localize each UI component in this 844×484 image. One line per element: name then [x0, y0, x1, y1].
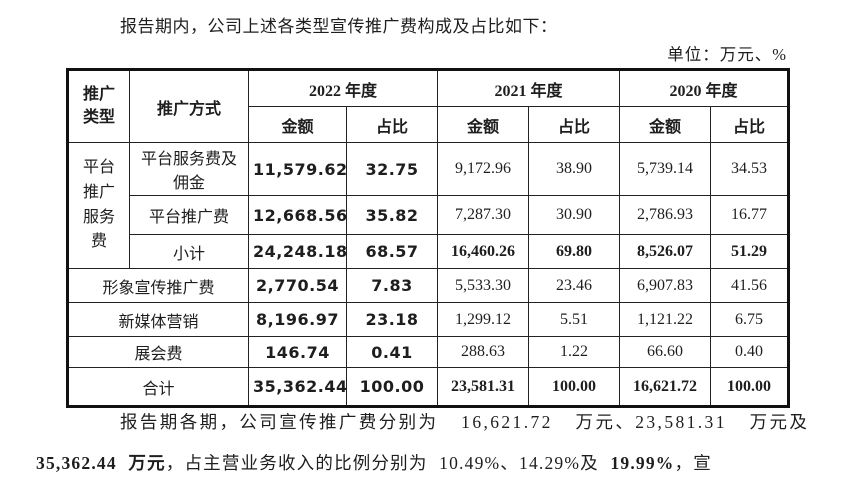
ratio-2022-cell: 68.57 [345, 234, 439, 269]
amount-2020-cell: 66.60 [619, 336, 712, 368]
method-cell: 形象宣传推广费 [67, 268, 249, 303]
header-promo-type: 推广类型 [67, 69, 130, 143]
table-row-total: 合计 35,362.44 100.00 23,581.31 100.00 16,… [67, 367, 790, 407]
method-cell: 合计 [67, 367, 249, 407]
ratio-2022-cell: 0.41 [345, 336, 439, 368]
expense-table: 推广类型 推广方式 2022 年度 2021 年度 2020 年度 金额 占比 … [66, 68, 791, 408]
table-container: 推广类型 推广方式 2022 年度 2021 年度 2020 年度 金额 占比 … [66, 68, 791, 408]
ratio-2020-cell: 6.75 [710, 302, 790, 337]
footer-mid-text: ，占主营业务收入的比例分别为 10.49%、14.29%及 [165, 453, 611, 473]
header-year-2022: 2022 年度 [247, 69, 439, 107]
method-cell: 展会费 [67, 336, 249, 368]
ratio-2020-cell: 51.29 [710, 234, 790, 269]
amount-2020-cell: 5,739.14 [619, 142, 712, 196]
ratio-2022-cell: 7.83 [345, 268, 439, 303]
header-amount-2020: 金额 [619, 106, 712, 143]
ratio-2021-cell: 38.90 [528, 142, 621, 196]
table-row-image-promo-fee: 形象宣传推广费 2,770.54 7.83 5,533.30 23.46 6,9… [67, 268, 790, 303]
amount-2022-cell: 2,770.54 [248, 268, 347, 303]
amount-2021-cell: 9,172.96 [437, 142, 530, 196]
intro-paragraph: 报告期内，公司上述各类型宣传推广费构成及占比如下： [120, 17, 558, 36]
ratio-2021-cell: 1.22 [528, 336, 621, 368]
header-year-2020: 2020 年度 [619, 69, 790, 107]
promo-type-group-cell: 平台推广服务费 [67, 142, 130, 269]
ratio-2022-cell: 32.75 [345, 142, 439, 196]
amount-2022-cell: 12,668.56 [248, 195, 347, 235]
amount-2021-cell: 1,299.12 [437, 302, 530, 337]
method-cell: 平台服务费及佣金 [129, 142, 249, 196]
ratio-2021-cell: 30.90 [528, 195, 621, 235]
ratio-2021-cell: 100.00 [528, 367, 621, 407]
amount-2021-cell: 16,460.26 [437, 234, 530, 269]
amount-2020-cell: 8,526.07 [619, 234, 712, 269]
ratio-2020-cell: 100.00 [710, 367, 790, 407]
footer-line-2: 35,362.44 万元，占主营业务收入的比例分别为 10.49%、14.29%… [36, 443, 814, 484]
header-ratio-2020: 占比 [710, 106, 790, 143]
ratio-2022-cell: 35.82 [345, 195, 439, 235]
amount-2020-cell: 6,907.83 [619, 268, 712, 303]
table-row-exhibition-fee: 展会费 146.74 0.41 288.63 1.22 66.60 0.40 [67, 336, 790, 368]
header-year-2021: 2021 年度 [437, 69, 621, 107]
ratio-2021-cell: 5.51 [528, 302, 621, 337]
amount-2022-cell: 8,196.97 [248, 302, 347, 337]
unit-label: 单位：万元、% [667, 45, 787, 64]
amount-2022-cell: 11,579.62 [248, 142, 347, 196]
amount-2021-cell: 23,581.31 [437, 367, 530, 407]
amount-2020-cell: 16,621.72 [619, 367, 712, 407]
amount-2021-cell: 288.63 [437, 336, 530, 368]
header-amount-2022: 金额 [248, 106, 347, 143]
amount-2021-cell: 7,287.30 [437, 195, 530, 235]
ratio-2020-cell: 34.53 [710, 142, 790, 196]
method-cell: 平台推广费 [129, 195, 249, 235]
footer-line-1: 报告期各期，公司宣传推广费分别为 16,621.72 万元、23,581.31 … [120, 412, 810, 432]
ratio-2021-cell: 69.80 [528, 234, 621, 269]
header-amount-2021: 金额 [437, 106, 530, 143]
amount-2022-cell: 24,248.18 [248, 234, 347, 269]
header-promo-method: 推广方式 [129, 69, 249, 143]
footer-paragraph: 报告期各期，公司宣传推广费分别为 16,621.72 万元、23,581.31 … [36, 402, 814, 484]
footer-end-text: ，宣 [674, 453, 712, 473]
ratio-2020-cell: 16.77 [710, 195, 790, 235]
ratio-2020-cell: 0.40 [710, 336, 790, 368]
table-row-platform-promo-fee: 平台推广费 12,668.56 35.82 7,287.30 30.90 2,7… [68, 195, 790, 235]
header-row-years: 推广类型 推广方式 2022 年度 2021 年度 2020 年度 [67, 69, 790, 143]
table-row-subtotal: 小计 24,248.18 68.57 16,460.26 69.80 8,526… [68, 234, 790, 269]
table-row-platform-service-fee: 平台推广服务费 平台服务费及佣金 11,579.62 32.75 9,172.9… [67, 142, 790, 269]
amount-2020-cell: 2,786.93 [619, 195, 712, 235]
ratio-2022-cell: 23.18 [345, 302, 439, 337]
header-ratio-2022: 占比 [345, 106, 439, 143]
amount-2020-cell: 1,121.22 [619, 302, 712, 337]
footer-bold-ratio: 19.99% [610, 453, 675, 473]
header-ratio-2021: 占比 [528, 106, 621, 143]
amount-2022-cell: 35,362.44 [248, 367, 347, 407]
table-row-new-media: 新媒体营销 8,196.97 23.18 1,299.12 5.51 1,121… [67, 302, 790, 337]
ratio-2020-cell: 41.56 [710, 268, 790, 303]
amount-2021-cell: 5,533.30 [437, 268, 530, 303]
ratio-2021-cell: 23.46 [528, 268, 621, 303]
footer-bold-amount: 35,362.44 万元 [36, 453, 166, 473]
ratio-2022-cell: 100.00 [345, 367, 439, 407]
header-row-measures: 金额 占比 金额 占比 金额 占比 [68, 106, 790, 143]
method-cell: 小计 [129, 234, 249, 269]
amount-2022-cell: 146.74 [248, 336, 347, 368]
method-cell: 新媒体营销 [67, 302, 249, 337]
